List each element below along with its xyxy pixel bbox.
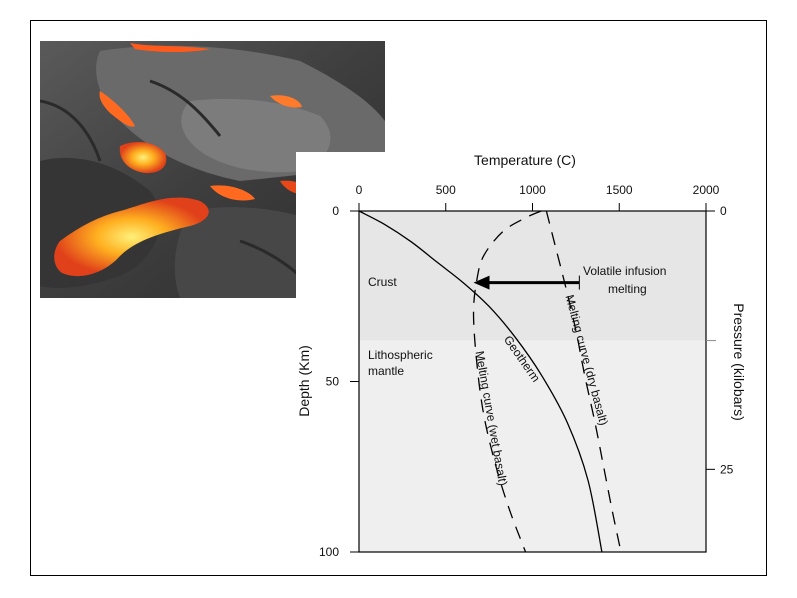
- annotation-volatile: melting: [608, 282, 647, 296]
- zone-label-mantle: mantle: [368, 364, 404, 378]
- y-tick-label: 50: [326, 375, 340, 389]
- x-axis-title: Temperature (C): [474, 152, 576, 168]
- y-axis-title: Depth (Km): [296, 345, 312, 417]
- zone-label-mantle: Lithospheric: [368, 348, 433, 362]
- x-tick-label: 0: [356, 183, 363, 197]
- lava-glow: [99, 91, 135, 127]
- zone-label-crust: Crust: [368, 275, 397, 289]
- zone-band: [359, 211, 706, 341]
- x-tick-label: 1500: [606, 183, 633, 197]
- y2-tick-label: 25: [720, 462, 734, 476]
- y-tick-label: 100: [319, 545, 339, 559]
- lava-glow: [54, 197, 209, 277]
- series-line-0: [358, 210, 603, 553]
- y2-tick-label: 0: [720, 204, 727, 218]
- lava-glow: [130, 43, 210, 52]
- volatile-arrow-head: [473, 275, 490, 290]
- rock-slab: [181, 98, 331, 173]
- x-tick-label: 2000: [693, 183, 720, 197]
- x-tick-label: 1000: [519, 183, 546, 197]
- y2-axis-title: Pressure (kilobars): [731, 303, 747, 420]
- x-tick-label: 500: [436, 183, 456, 197]
- lava-glow: [270, 95, 302, 108]
- zone-band: [359, 340, 706, 552]
- y-tick-label: 0: [332, 204, 339, 218]
- lava-glow: [210, 185, 255, 201]
- series-line-1: [472, 210, 542, 553]
- annotation-volatile: Volatile infusion: [583, 264, 666, 278]
- series-line-2: [545, 210, 622, 553]
- lava-glow: [119, 141, 167, 174]
